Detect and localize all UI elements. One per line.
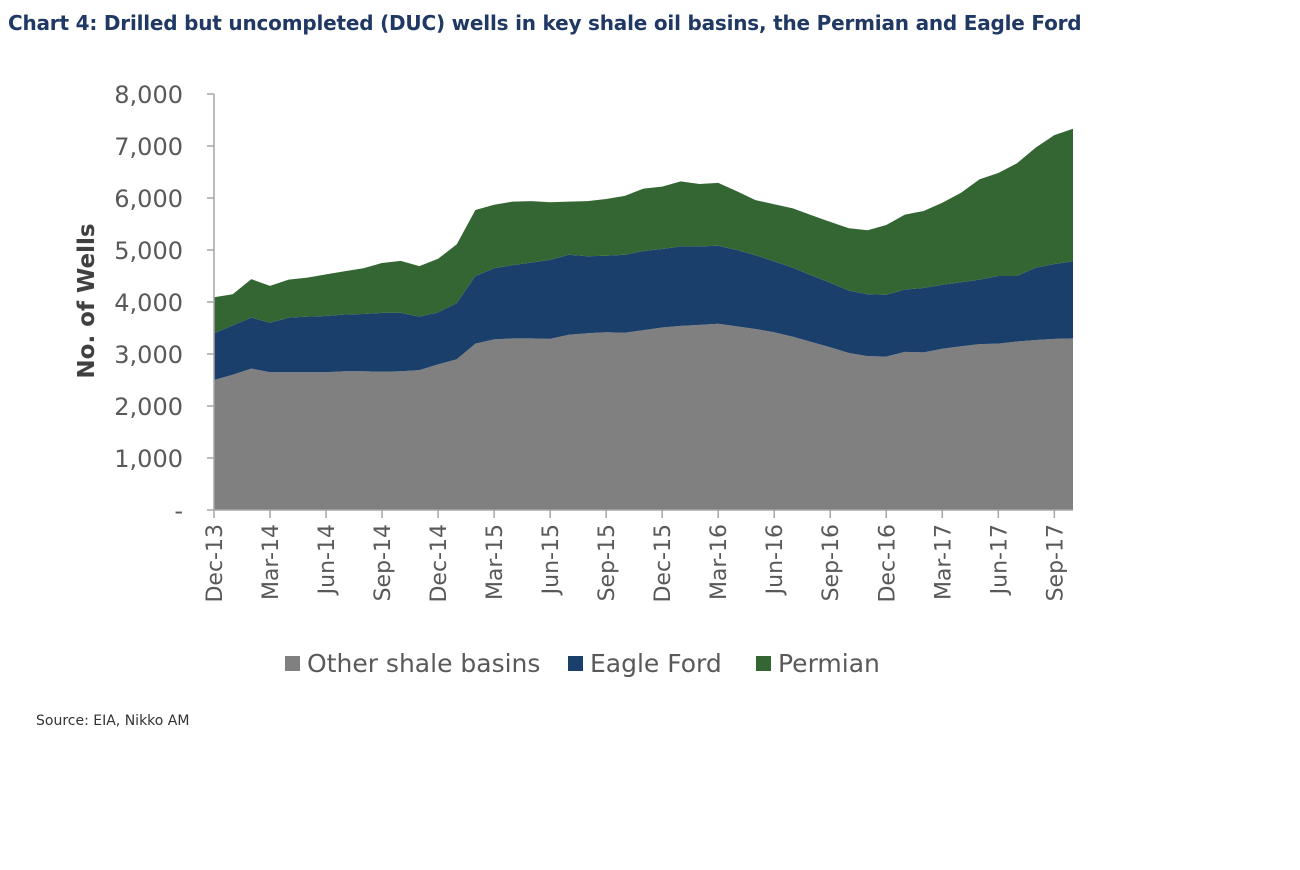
x-axis-ticks: Dec-13 Mar-14 Jun-14 Sep-14 Dec-14 Mar-15 Jun-… — [203, 510, 1068, 603]
x-tick-label: Dec-13 — [203, 524, 228, 603]
y-tick-label: 5,000 — [114, 237, 183, 265]
x-tick-label: Jun-14 — [315, 524, 340, 596]
x-tick-label: Jun-17 — [987, 524, 1012, 596]
chart-area: - 1,000 2,000 3,000 4,000 5,000 6,000 7,000 8,00… — [74, 81, 1073, 678]
area-eagle-ford — [214, 245, 1073, 380]
y-axis-ticks: - 1,000 2,000 3,000 4,000 5,000 6,000 7,000 8,00… — [114, 81, 214, 525]
legend-label: Other shale basins — [307, 649, 540, 678]
legend-swatch — [568, 656, 583, 671]
x-tick-label: Mar-16 — [707, 524, 732, 600]
x-tick-label: Mar-15 — [483, 524, 508, 600]
area-permian — [214, 128, 1073, 334]
x-tick-label: Dec-16 — [875, 524, 900, 603]
y-tick-label: 1,000 — [114, 445, 183, 473]
legend-swatch — [756, 656, 771, 671]
legend-swatch — [285, 656, 300, 671]
x-tick-label: Mar-17 — [931, 524, 956, 600]
area-other-shale-basins — [214, 323, 1073, 510]
x-tick-label: Mar-14 — [259, 524, 284, 600]
plot-areas — [214, 128, 1073, 510]
source-note: Source: EIA, Nikko AM — [36, 713, 190, 729]
x-tick-label: Jun-16 — [763, 524, 788, 596]
x-tick-label: Dec-14 — [427, 524, 452, 603]
legend-label: Eagle Ford — [590, 649, 722, 678]
legend-label: Permian — [778, 649, 880, 678]
x-tick-label: Sep-15 — [595, 524, 620, 601]
x-tick-label: Sep-17 — [1043, 524, 1068, 601]
y-tick-label: 2,000 — [114, 393, 183, 421]
x-tick-label: Jun-15 — [539, 524, 564, 596]
y-tick-label: 6,000 — [114, 185, 183, 213]
y-tick-label: - — [174, 497, 183, 525]
y-axis-label: No. of Wells — [74, 223, 100, 378]
y-tick-label: 8,000 — [114, 81, 183, 109]
x-tick-label: Dec-15 — [651, 524, 676, 603]
x-tick-label: Sep-16 — [819, 524, 844, 601]
y-tick-label: 3,000 — [114, 341, 183, 369]
chart-title: Chart 4: Drilled but uncompleted (DUC) w… — [8, 11, 1082, 35]
y-tick-label: 4,000 — [114, 289, 183, 317]
x-tick-label: Sep-14 — [371, 524, 396, 601]
y-tick-label: 7,000 — [114, 133, 183, 161]
legend: Other shale basins Eagle Ford Permian — [285, 649, 880, 678]
